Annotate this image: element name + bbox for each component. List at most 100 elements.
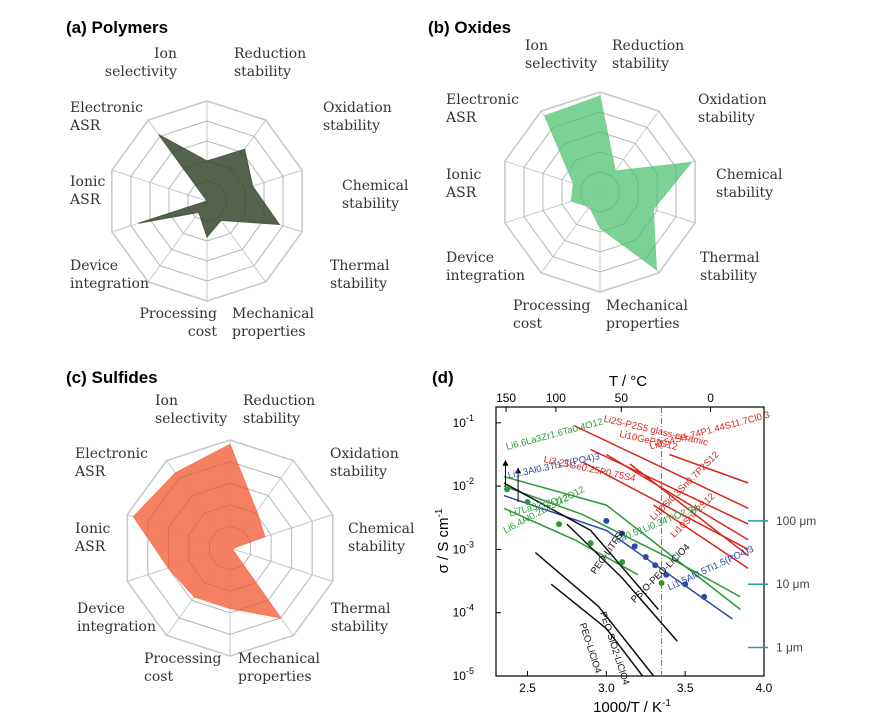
data-point-green <box>587 540 594 547</box>
data-point-blue <box>603 517 610 524</box>
thickness-label: 10 μm <box>776 577 810 591</box>
data-point-green <box>619 559 626 566</box>
radar-ring-overlay <box>523 111 677 273</box>
top-tick-label: 0 <box>707 391 714 405</box>
arrhenius-plot: 2.5 3.0 3.5 4.0 10-1 10-2 10-3 10-4 10-5 150 100 50… <box>434 373 816 716</box>
radar-axis-label-ion-selectivity: Ion selectivity <box>525 38 597 72</box>
conductivity-curve-black <box>534 552 655 677</box>
radar-axis-label-device-integration: Device integration <box>446 250 525 284</box>
conductivity-curve-red <box>574 425 749 509</box>
radar-axis-label-mechanical-properties: Mechanical properties <box>238 651 321 685</box>
y-axis-title: σ / S cm-1 <box>434 508 452 573</box>
radar-axis-label-electronic-asr: Electronic ASR <box>69 100 143 134</box>
data-point-green <box>524 498 531 505</box>
panel-d-title: (d) <box>432 368 454 387</box>
data-point-blue <box>619 530 626 537</box>
radar-chart-oxides: Ion selectivity Reduction stability Oxidatio… <box>445 38 783 332</box>
y-tick-label: 10-5 <box>453 666 474 683</box>
radar-axis-label-processing-cost: Processing cost <box>140 306 218 340</box>
data-point-green <box>504 486 511 493</box>
x-tick-label: 3.0 <box>598 681 615 695</box>
data-point-green <box>556 521 563 528</box>
radar-axis-label-electronic-asr: Electronic ASR <box>445 92 519 126</box>
thickness-label: 100 μm <box>776 514 816 528</box>
radar-ring-overlay <box>542 131 658 253</box>
curve-label: PS(O-PEO-LiClO4 <box>629 542 692 605</box>
y-tick-label: 10-3 <box>453 539 474 556</box>
data-point-blue <box>642 554 649 561</box>
thickness-label: 1 μm <box>776 641 803 655</box>
curve-label: PEO-SiO2-LiClO4 <box>597 610 631 686</box>
data-point-blue <box>682 581 689 588</box>
top-tick-label: 50 <box>615 391 629 405</box>
data-point-blue <box>663 571 670 578</box>
radar-axis-label-reduction-stability: Reduction stability <box>234 46 306 80</box>
radar-axis-label-ionic-asr: Ionic ASR <box>445 167 481 201</box>
radar-axis-label-mechanical-properties: Mechanical properties <box>606 298 689 332</box>
x-axis-title: 1000/T / K-1 <box>593 698 671 716</box>
arrow-head <box>502 459 509 466</box>
x-tick-label: 4.0 <box>756 681 773 695</box>
radar-ring-overlay <box>130 120 284 282</box>
radar-ring-overlay <box>149 140 265 262</box>
y-tick-label: 10-2 <box>453 476 474 493</box>
radar-area-b-oxides <box>544 95 693 271</box>
arrow-head <box>515 467 522 474</box>
radar-axis-label-ionic-asr: Ionic ASR <box>74 521 110 555</box>
x-tick-label: 3.5 <box>677 681 694 695</box>
conductivity-curve-red <box>669 453 749 484</box>
top-tick-label: 150 <box>496 391 516 405</box>
conductivity-curve-red <box>590 448 749 525</box>
conductivity-curve-green <box>503 475 741 611</box>
data-point-blue <box>652 562 659 569</box>
x-tick-label: 2.5 <box>519 681 536 695</box>
radar-chart-polymers: Ion selectivity Reduction stability Oxidatio… <box>69 46 409 340</box>
curve-label: PEO-LiClO4 <box>577 622 604 675</box>
radar-spoke-chemical-stability <box>229 547 333 582</box>
conductivity-curve-black <box>550 583 644 677</box>
radar-axis-label-thermal-stability: Thermal stability <box>700 250 760 284</box>
conductivity-curve-black <box>566 523 678 642</box>
radar-spoke-processing-cost <box>147 200 208 283</box>
radar-ring-overlay <box>580 171 620 213</box>
data-point-green <box>658 579 665 586</box>
radar-axis-label-chemical-stability: Chemical stability <box>716 167 783 201</box>
radar-axis-label-processing-cost: Processing cost <box>144 651 222 685</box>
panel-c-title: (c) Sulfides <box>66 368 158 387</box>
y-tick-label: 10-4 <box>453 603 474 620</box>
top-axis-title: T / °C <box>609 373 647 390</box>
data-point-blue <box>701 593 708 600</box>
radar-axis-label-ionic-asr: Ionic ASR <box>69 174 105 208</box>
panel-b-title: (b) Oxides <box>428 18 512 37</box>
conductivity-curve-green <box>503 485 741 598</box>
conductivity-curve-green <box>503 507 639 576</box>
radar-ring-overlay <box>147 461 313 635</box>
radar-axis-label-device-integration: Device integration <box>77 601 156 635</box>
radar-area-a-polymers <box>138 134 281 238</box>
conductivity-curve-red <box>653 504 749 570</box>
radar-axis-label-chemical-stability: Chemical stability <box>348 521 415 555</box>
radar-axis-label-oxidation-stability: Oxidation stability <box>323 100 392 134</box>
y-tick-label: 10-1 <box>453 413 474 430</box>
conductivity-curve-red <box>629 463 749 557</box>
radar-ring-overlay <box>187 180 227 222</box>
conductivity-curve-red <box>606 453 749 541</box>
radar-ring-overlay <box>188 504 272 592</box>
radar-axis-label-device-integration: Device integration <box>70 258 149 292</box>
radar-area-c-sulfides <box>132 443 282 619</box>
radar-axis-label-thermal-stability: Thermal stability <box>330 258 390 292</box>
radar-axis-label-ion-selectivity: Ion selectivity <box>105 46 177 80</box>
radar-axis-label-electronic-asr: Electronic ASR <box>74 446 148 480</box>
panel-a-title: (a) Polymers <box>66 18 169 37</box>
curve-label: Li6.6La3Zr1.6Ta0.4O12 <box>505 416 604 452</box>
radar-chart-sulfides: Ion selectivity Reduction stability Oxidatio… <box>74 393 415 685</box>
radar-axis-label-oxidation-stability: Oxidation stability <box>330 446 399 480</box>
plot-frame <box>495 406 765 677</box>
radar-axis-label-reduction-stability: Reduction stability <box>243 393 315 427</box>
conductivity-curve-black <box>503 482 659 610</box>
radar-ring-overlay <box>168 160 246 242</box>
radar-axis-label-thermal-stability: Thermal stability <box>331 601 391 635</box>
conductivity-curve-blue <box>503 494 733 620</box>
radar-axis-label-mechanical-properties: Mechanical properties <box>232 306 315 340</box>
radar-axis-label-reduction-stability: Reduction stability <box>612 38 684 72</box>
